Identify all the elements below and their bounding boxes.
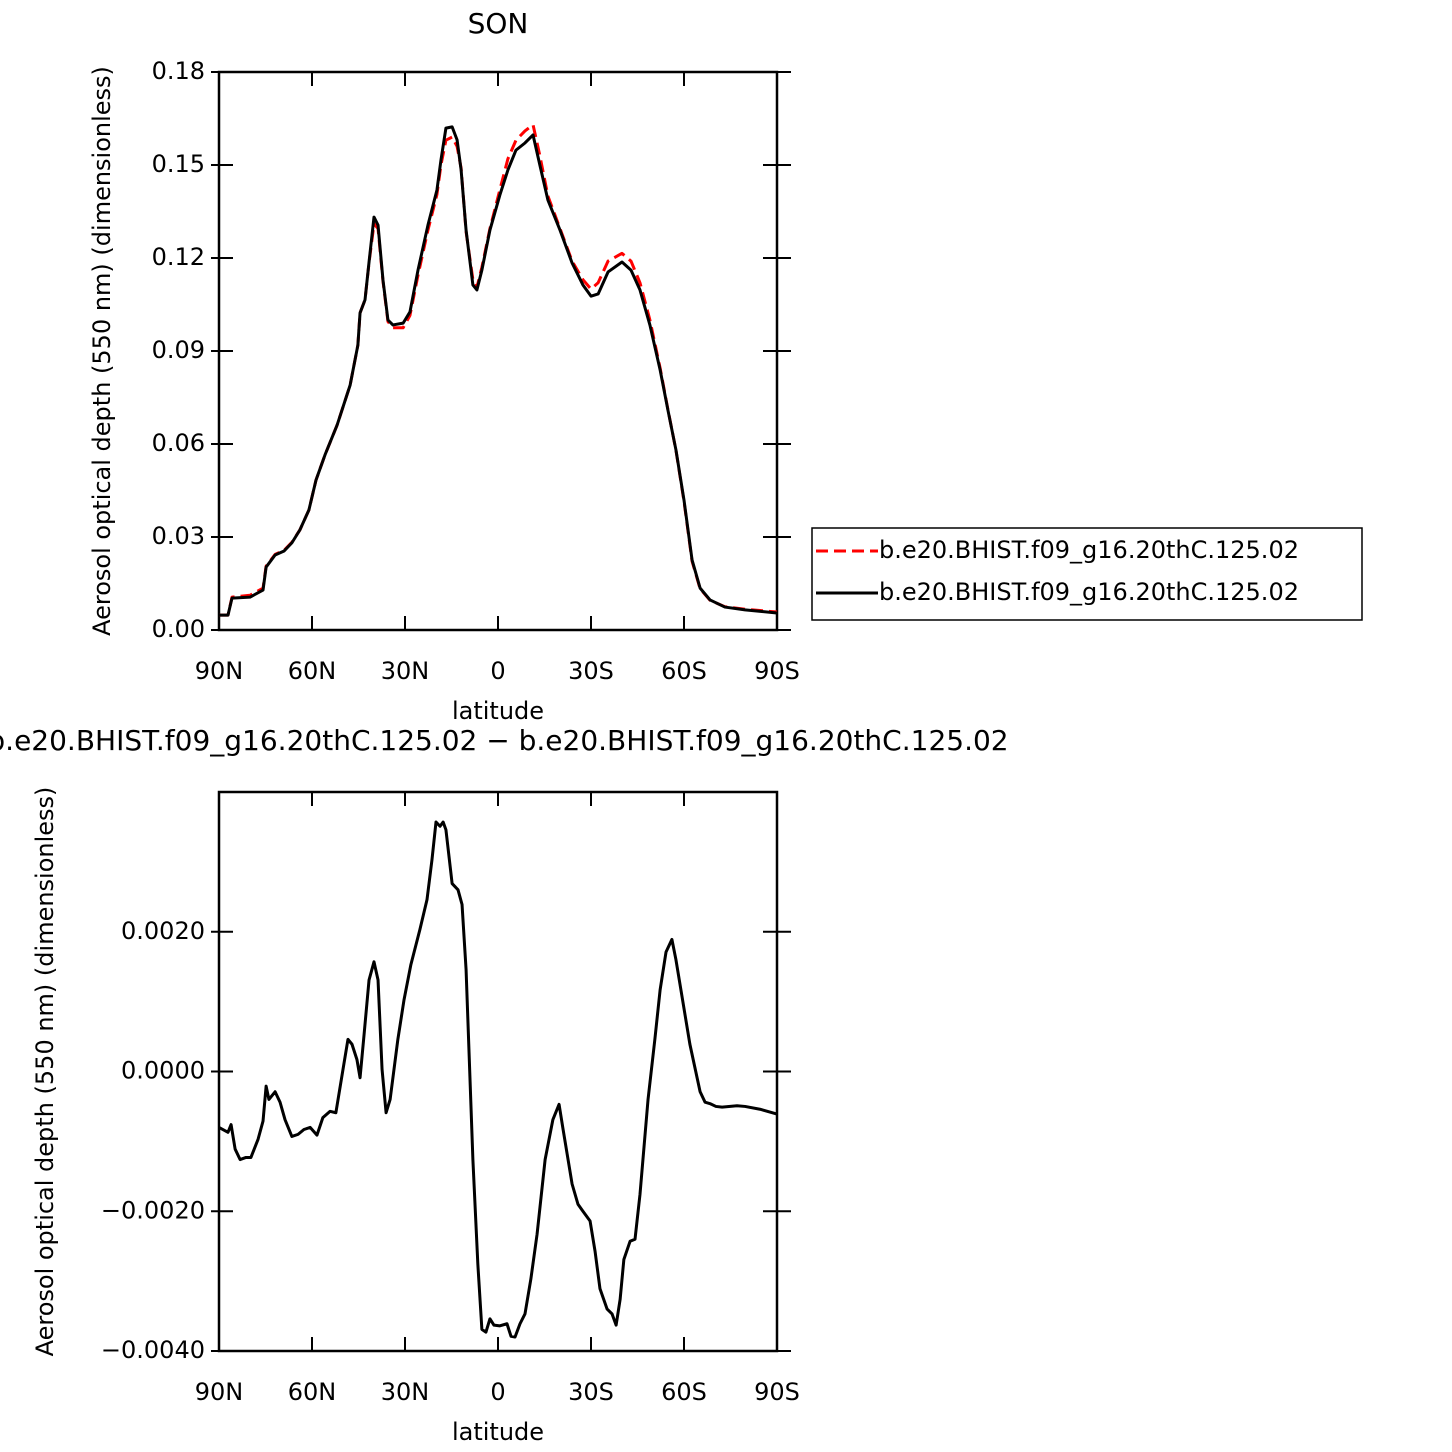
data-line [218, 820, 778, 1339]
y-axis-label: Aerosol optical depth (550 nm) (dimensio… [88, 66, 116, 636]
x-axis-label: latitude [452, 1418, 544, 1446]
x-tick-label: 30N [381, 657, 430, 685]
legend-label: b.e20.BHIST.f09_g16.20thC.125.02 [879, 536, 1299, 564]
x-tick-label: 30N [381, 1378, 430, 1406]
x-tick-label: 0 [490, 1378, 505, 1406]
x-axis-label: latitude [452, 697, 544, 725]
y-tick-label: −0.0020 [101, 1196, 205, 1224]
x-tick-label: 60N [288, 1378, 337, 1406]
x-tick-label: 0 [490, 657, 505, 685]
plot-frame [217, 70, 779, 632]
y-tick-label: −0.0040 [101, 1336, 205, 1364]
x-tick-label: 60N [288, 657, 337, 685]
y-tick-label: 0.12 [152, 243, 205, 271]
y-tick-label: 0.0020 [121, 917, 205, 945]
chart-title: b.e20.BHIST.f09_g16.20thC.125.02 − b.e20… [0, 724, 1009, 757]
legend-box [811, 527, 1363, 621]
y-tick-label: 0.00 [152, 615, 205, 643]
data-line [219, 125, 778, 617]
x-tick-label: 90N [195, 657, 244, 685]
x-tick-label: 90N [195, 1378, 244, 1406]
x-tick-label: 30S [568, 1378, 614, 1406]
y-tick-label: 0.06 [152, 429, 205, 457]
x-tick-label: 90S [754, 1378, 800, 1406]
plot-frame [217, 790, 779, 1353]
y-tick-label: 0.18 [152, 57, 205, 85]
x-tick-label: 30S [568, 657, 614, 685]
y-axis-label: Aerosol optical depth (550 nm) (dimensio… [31, 787, 59, 1357]
chart-title: SON [468, 7, 529, 40]
x-tick-label: 60S [661, 1378, 707, 1406]
y-tick-label: 0.0000 [121, 1057, 205, 1085]
legend-label: b.e20.BHIST.f09_g16.20thC.125.02 [879, 578, 1299, 606]
x-tick-label: 90S [754, 657, 800, 685]
y-tick-label: 0.09 [152, 336, 205, 364]
x-tick-label: 60S [661, 657, 707, 685]
y-tick-label: 0.03 [152, 522, 205, 550]
y-tick-label: 0.15 [152, 150, 205, 178]
